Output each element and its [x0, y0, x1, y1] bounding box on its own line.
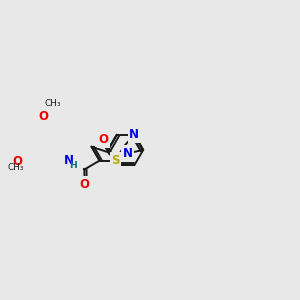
Text: N: N [64, 154, 74, 167]
Text: N: N [129, 128, 140, 141]
Text: O: O [99, 134, 109, 146]
Text: CH₃: CH₃ [44, 99, 61, 108]
Text: S: S [111, 154, 120, 167]
Text: O: O [38, 110, 48, 123]
Text: CH₃: CH₃ [8, 163, 24, 172]
Text: O: O [80, 178, 89, 191]
Text: O: O [13, 155, 23, 168]
Text: N: N [122, 147, 133, 160]
Text: H: H [69, 161, 77, 170]
